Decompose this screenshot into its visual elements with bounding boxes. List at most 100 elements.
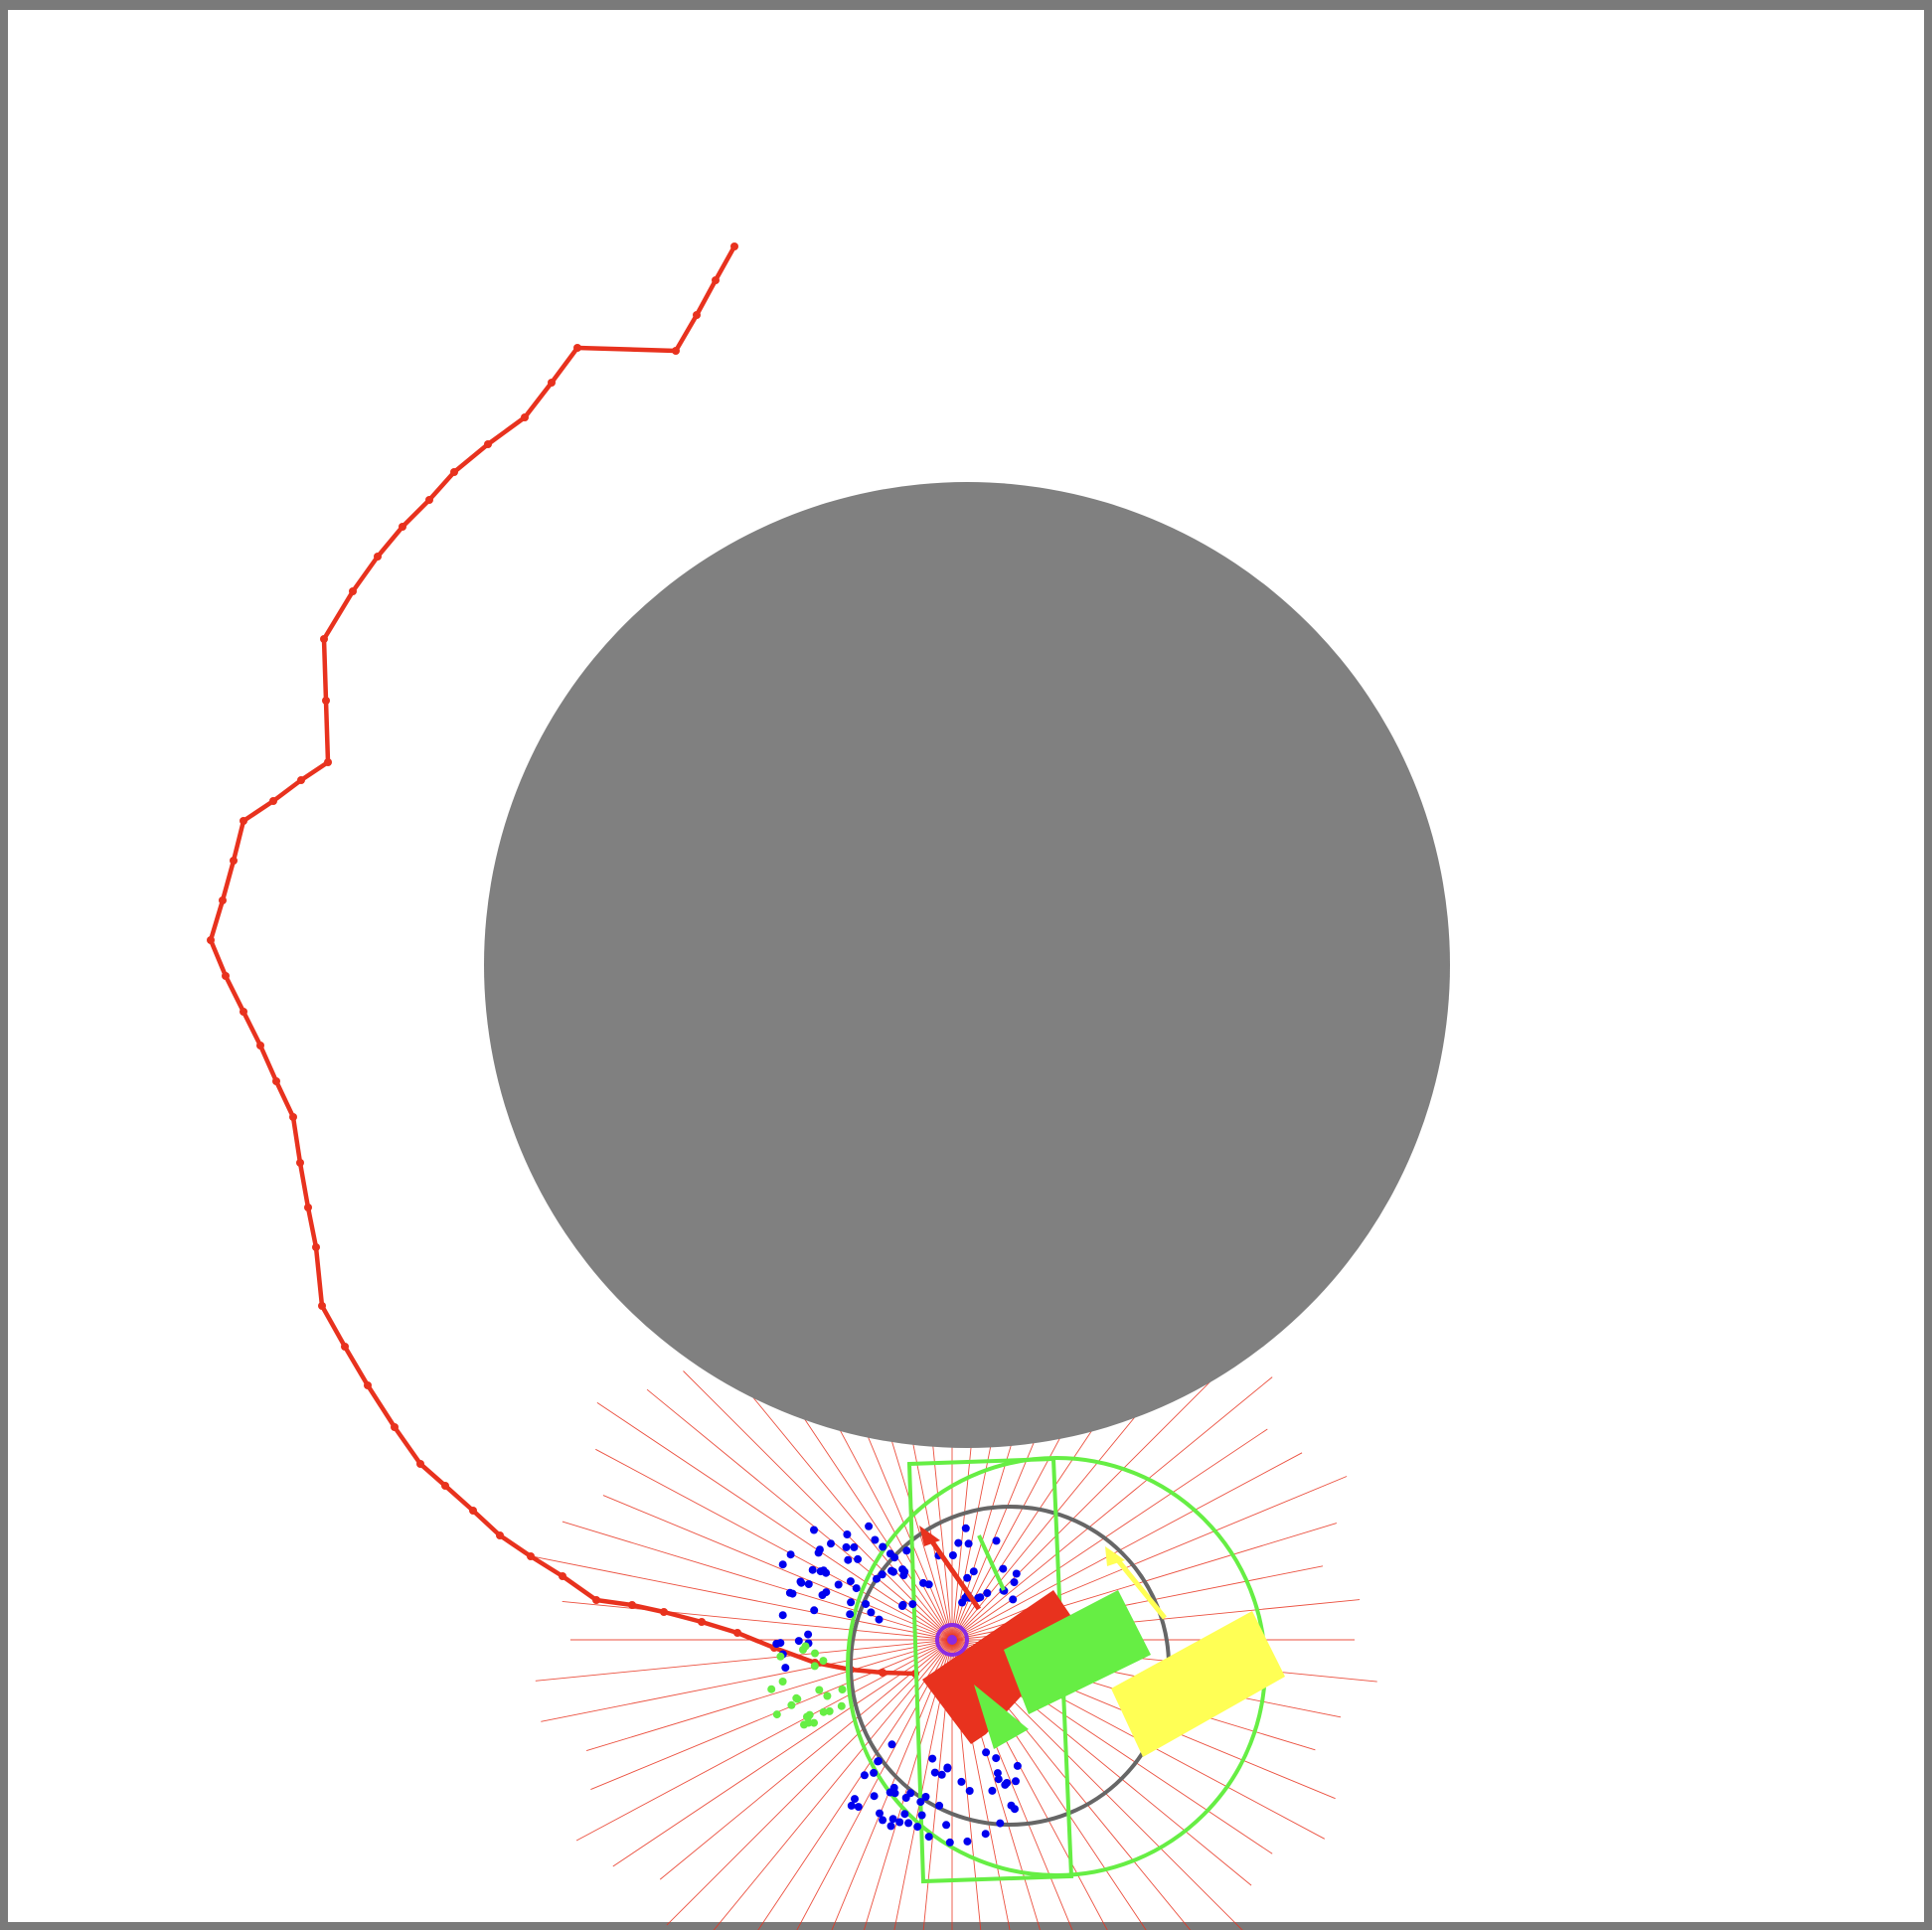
blue-point [993,1769,1002,1778]
lidar-ray [646,1388,953,1641]
trajectory-waypoint [733,1629,741,1637]
blue-point [879,1816,887,1825]
trajectory-waypoint [592,1596,600,1604]
trajectory-waypoint [496,1531,504,1539]
lidar-ray [831,1639,953,1930]
blue-point [850,1542,859,1551]
blue-point [969,1567,978,1576]
trajectory-waypoint [296,1159,304,1167]
blue-point [996,1819,1005,1828]
vehicle-icon [919,1526,1151,1749]
trajectory-waypoint [527,1552,535,1560]
blue-point [904,1819,913,1828]
blue-point [860,1771,869,1780]
blue-point [870,1768,879,1777]
blue-point [982,1748,991,1757]
blue-point [1009,1595,1018,1604]
blue-point [954,1538,963,1547]
blue-point [873,1574,881,1583]
green-point [799,1646,807,1654]
trajectory-waypoint [559,1572,566,1580]
blue-point [854,1803,863,1812]
lidar-ray [659,1639,953,1880]
trajectory-waypoint [425,496,433,504]
blue-point [852,1584,861,1593]
blue-point [778,1611,787,1620]
target-arrow [1111,1552,1167,1620]
trajectory-waypoint [573,344,581,352]
blue-point [958,1598,967,1607]
lidar-ray [713,1639,953,1930]
blue-point [943,1763,952,1772]
trajectory-waypoint [230,857,238,865]
trajectory-waypoint [712,276,720,284]
bounding-boxes [906,1456,1285,1884]
blue-point [1011,1805,1019,1814]
lidar-ray [666,1639,953,1926]
blue-point [999,1564,1008,1573]
blue-point [963,1837,972,1846]
trajectory-waypoint [318,1302,326,1310]
blue-point [988,1786,997,1795]
blue-point [888,1815,897,1824]
blue-point [874,1757,883,1765]
lidar-ray [683,1370,953,1641]
blue-point [961,1524,970,1532]
blue-point [846,1577,855,1586]
blue-point [851,1795,859,1804]
trajectory-waypoint [312,1243,320,1251]
heading-arrow [926,1535,982,1611]
trajectory-waypoint [322,697,330,705]
blue-point [865,1522,874,1530]
blue-point [847,1598,856,1607]
green-point [778,1678,787,1686]
lidar-ray [562,1521,953,1641]
trajectory-waypoint [698,1618,706,1626]
blue-point [1001,1780,1010,1789]
green-point [823,1691,832,1700]
blue-point [942,1821,951,1830]
ego-bounding-box [906,1456,1074,1884]
blue-point [887,1566,895,1575]
green-point [810,1662,819,1671]
target-box [1111,1611,1285,1757]
blue-point [862,1600,871,1608]
blue-point [876,1809,884,1818]
blue-point [870,1792,879,1801]
blue-point [804,1580,813,1588]
lidar-ray [951,1376,1273,1641]
blue-point [781,1664,790,1673]
blue-point [776,1639,785,1648]
lidar-ray [951,1428,1268,1641]
green-point [800,1720,808,1729]
blue-point [898,1600,907,1609]
trajectory-waypoint [441,1482,449,1490]
blue-point [992,1536,1001,1545]
green-point [838,1686,847,1693]
trajectory-waypoint [349,587,357,595]
blue-point [778,1560,787,1569]
trajectory-waypoint [628,1601,636,1609]
blue-point [964,1539,973,1548]
blue-point [786,1550,795,1559]
green-point [819,1657,828,1666]
blue-point [879,1542,887,1551]
trajectory-waypoint [272,1077,280,1085]
blue-point [983,1589,992,1597]
trajectory-waypoint [693,311,701,319]
green-point-cloud [767,1642,847,1729]
blue-point [878,1570,886,1579]
blue-point [846,1610,855,1619]
blue-point [906,1789,915,1798]
lidar-ray [596,1402,953,1641]
vehicle-sensor-fan [1004,1590,1151,1714]
trajectory-waypoint [219,896,227,904]
blue-point [871,1535,880,1544]
trajectory-waypoint [240,1008,247,1016]
blue-point [937,1770,946,1779]
trajectory-waypoint [289,1113,297,1121]
trajectory-waypoint [341,1343,349,1351]
trajectory-waypoint [222,972,230,980]
trajectory-waypoint [304,1204,312,1211]
